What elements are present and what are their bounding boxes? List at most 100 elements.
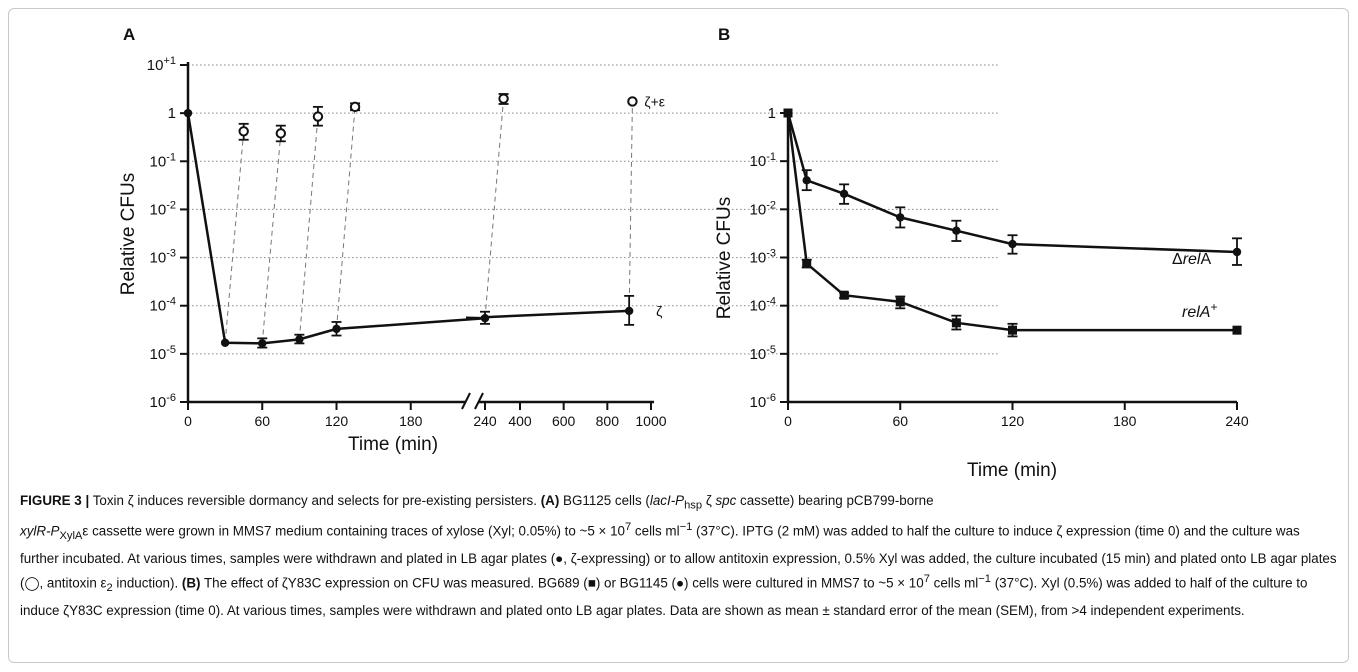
panel-a-xtick-label: 60 (254, 413, 270, 429)
panel-a-zeta-eps-point (275, 128, 287, 139)
panel-a-xtick-label: 600 (552, 413, 576, 429)
caption-xylr: xylR-P (20, 523, 60, 539)
panel-a-x-axis-title: Time (min) (348, 434, 438, 455)
panel-a-zeta-point (332, 324, 341, 334)
panel-b-series-label-delta-relA: ΔrelA (1172, 251, 1211, 268)
panel-a-zeta-point (258, 339, 267, 348)
panel-a-reversal-connector (336, 106, 356, 329)
panel-a-xtick-label: 180 (399, 413, 423, 429)
caption-part-a-label: (A) (540, 493, 560, 508)
panel-a-xtick-label: 0 (184, 413, 192, 429)
panel-a-reversal-connector (261, 133, 282, 344)
panel-b-xtick-label: 0 (784, 413, 792, 429)
panel-b-relA-plus-point (783, 108, 793, 118)
panel-b-delta-relA-point (896, 213, 905, 222)
caption-figure-label: FIGURE 3 | (20, 493, 90, 508)
caption-part-b-text: The effect of ζY83C expression on CFU wa… (200, 575, 924, 591)
panel-a-xtick-label: 1000 (635, 413, 666, 429)
panel-b-label: B (718, 25, 730, 44)
caption-hsp: hsp (684, 499, 703, 512)
caption-eps2: 2 (106, 582, 113, 595)
panel-b-delta-relA-point (1232, 247, 1242, 257)
panel-a-zeta-point (220, 338, 230, 347)
panel-b-delta-relA-point (1008, 239, 1017, 249)
caption-exp7a: 7 (624, 521, 632, 534)
panel-a-xtick-label: 800 (596, 413, 620, 429)
panel-a-ytick-label: 10-5 (150, 344, 176, 363)
panel-b-delta-relA-point (952, 226, 961, 235)
panel-a-xtick-label: 120 (325, 413, 349, 429)
panel-b-xtick-label: 60 (892, 413, 908, 429)
panel-a-zeta-point (480, 314, 490, 323)
panel-a-zeta-point (183, 108, 193, 118)
caption-part-a-text-5: (37°C). IPTG (2 mM) was added to half th… (20, 523, 1337, 591)
panel-b-xtick-label: 120 (1001, 413, 1025, 429)
panel-a-reversal-connector (298, 116, 319, 340)
panel-a-xtick-label: 400 (508, 413, 532, 429)
panel-a-label: A (123, 25, 135, 44)
caption-part-a-text-4: cells ml (631, 523, 680, 539)
panel-b-delta-relA-point (839, 189, 849, 199)
panel-b-relA-plus-point (1008, 325, 1017, 335)
panel-a-ytick-label: 10+1 (147, 55, 176, 74)
panel-a-ytick-label: 10-1 (150, 151, 176, 170)
caption-exp-neg1a: −1 (679, 521, 693, 534)
panel-a-zeta-eps-point (312, 111, 324, 122)
panel-a-series-label-zeta-eps: ζ+ε (644, 93, 665, 109)
caption-part-b-text-3: (37°C). Xyl (0.5%) was added to half of … (20, 575, 1308, 618)
panel-a-series-label-zeta: ζ (656, 303, 662, 319)
panel-b-relA-plus-point (895, 297, 905, 307)
figure-caption: FIGURE 3 | Toxin ζ induces reversible do… (20, 490, 1340, 621)
panel-b-x-axis-title: Time (min) (967, 460, 1057, 481)
caption-part-b-text-2: cells ml (929, 575, 979, 591)
panel-b-ytick-label: 10-2 (750, 199, 776, 218)
panel-b-series-line-0 (786, 112, 1238, 254)
panel-b-delta-relA-point (802, 176, 811, 185)
caption-title: Toxin ζ induces reversible dormancy and … (89, 493, 541, 508)
caption-exp-neg1b: −1 (978, 573, 991, 586)
caption-laci: lacI-P (649, 493, 685, 508)
caption-spc: spc (715, 493, 737, 508)
caption-exp7b: 7 (923, 573, 930, 586)
panel-a-ytick-label: 10-6 (150, 392, 176, 411)
panel-b-ytick-label: 10-4 (750, 296, 776, 315)
panel-b-ytick-label: 10-6 (750, 392, 776, 411)
caption-part-a-text-2: cassette) bearing pCB799-borne (736, 493, 934, 508)
figure-charts: A 10-6 10-5 10-4 10-3 10-2 10-1 1 10+1 0 60 120 180 2… (118, 25, 1249, 481)
panel-a-zeta-eps-point (627, 96, 638, 107)
panel-a-y-axis-title: Relative CFUs (118, 173, 139, 295)
panel-a-axis-break-mark (461, 392, 471, 410)
caption-zeta: ζ (702, 493, 716, 508)
panel-b-ytick-label: 10-5 (750, 344, 776, 363)
panel-a-zeta-point (295, 335, 304, 344)
panel-a-reversal-connector (224, 131, 245, 343)
panel-b-xtick-label: 240 (1225, 413, 1249, 429)
panel-b-series-label-relA-plus: relA+ (1182, 300, 1217, 321)
panel-a-axis-break-mark (474, 392, 484, 410)
caption-xyla: XylA (59, 530, 83, 543)
panel-a-zeta-eps-point (238, 126, 249, 137)
figure-frame (8, 8, 1349, 663)
panel-b-series-line-1 (786, 112, 1237, 332)
panel-a-reversal-connector (484, 98, 505, 319)
panel-b-relA-plus-point (1232, 325, 1242, 335)
panel-a-zeta-point (624, 306, 634, 316)
panel-a-ytick-label: 10-3 (150, 248, 176, 267)
caption-part-a-text-6: induction). (112, 575, 182, 591)
panel-a-ytick-label: 10-4 (150, 296, 176, 315)
caption-part-b-label: (B) (181, 575, 201, 591)
panel-b-ytick-label: 10-3 (750, 248, 776, 267)
panel-a-zeta-eps-point (349, 101, 361, 113)
caption-part-a-text: BG1125 cells ( (559, 493, 650, 508)
panel-a-xtick-label: 240 (473, 413, 497, 429)
panel-a-series-zeta-line-2 (480, 309, 630, 319)
panel-a-ytick-label: 10-2 (150, 199, 176, 218)
panel-b-relA-plus-point (951, 318, 961, 328)
panel-a-reversal-connector (628, 101, 633, 311)
panel-a-series-zeta-line (186, 112, 486, 345)
panel-b-relA-plus-point (802, 259, 812, 269)
panel-b-xtick-label: 180 (1113, 413, 1137, 429)
panel-b-ytick-label: 1 (768, 105, 776, 122)
panel-b-ytick-label: 10-1 (750, 151, 776, 170)
